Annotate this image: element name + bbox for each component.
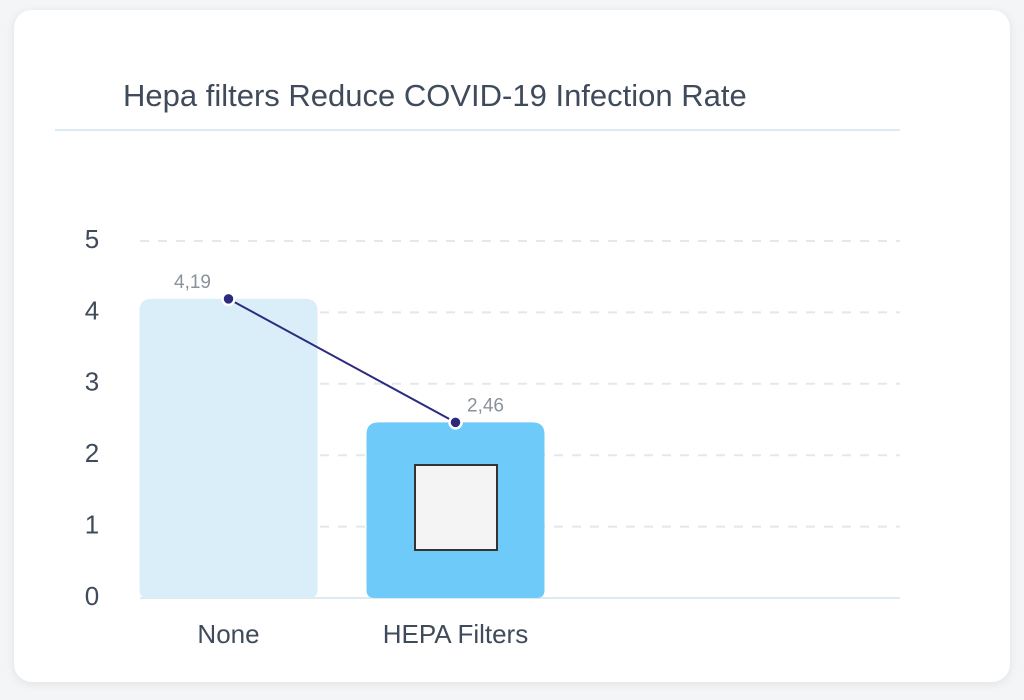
filter-icon (414, 464, 498, 551)
y-tick-label: 3 (85, 367, 99, 397)
value-label: 2,46 (467, 395, 504, 416)
chart-title: Hepa filters Reduce COVID-19 Infection R… (123, 78, 747, 113)
bars (139, 298, 545, 598)
y-tick-label: 5 (85, 224, 99, 254)
y-tick-label: 0 (85, 581, 99, 611)
trend-line (228, 297, 456, 424)
x-tick-label: None (197, 619, 259, 649)
point (448, 415, 463, 430)
y-tick-label: 4 (85, 295, 99, 325)
grid: 0 1 2 3 4 5 (85, 224, 900, 611)
filter-icon-frame (414, 464, 498, 551)
value-label: 4,19 (174, 272, 211, 293)
point (221, 291, 236, 307)
y-tick-label: 2 (85, 438, 99, 468)
y-tick-label: 1 (85, 509, 99, 539)
bar (139, 298, 318, 598)
overlay: None HEPA Filters 4,19 2,46 (174, 272, 528, 649)
x-tick-label: HEPA Filters (383, 619, 528, 649)
